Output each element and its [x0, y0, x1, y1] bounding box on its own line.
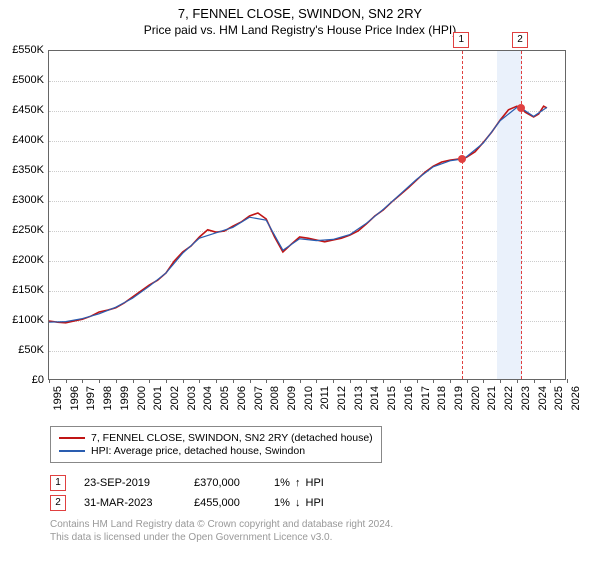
legend: 7, FENNEL CLOSE, SWINDON, SN2 2RY (detac…	[50, 426, 382, 463]
x-tick-label: 2015	[386, 386, 398, 410]
plot-area	[48, 50, 566, 380]
sales-row-price: £370,000	[194, 477, 274, 489]
x-tick-label: 1999	[119, 386, 131, 410]
footnote: Contains HM Land Registry data © Crown c…	[50, 518, 393, 544]
sale-marker-dot	[458, 155, 466, 163]
x-tick-label: 2010	[303, 386, 315, 410]
sale-marker-line	[462, 51, 463, 379]
sales-row-hpi: 1% ↑ HPI	[274, 477, 344, 489]
y-tick-label: £50K	[4, 344, 44, 356]
x-tick-label: 2018	[436, 386, 448, 410]
series-hpi	[49, 107, 547, 322]
y-tick-label: £200K	[4, 254, 44, 266]
legend-swatch	[59, 437, 85, 439]
x-tick-label: 2004	[202, 386, 214, 410]
x-tick-label: 2007	[253, 386, 265, 410]
x-tick-label: 2008	[269, 386, 281, 410]
y-tick-label: £500K	[4, 74, 44, 86]
sale-marker-dot	[517, 104, 525, 112]
y-tick-label: £250K	[4, 224, 44, 236]
sales-row-date: 31-MAR-2023	[84, 497, 194, 509]
y-tick-label: £550K	[4, 44, 44, 56]
x-tick-label: 2023	[520, 386, 532, 410]
x-tick-label: 2011	[319, 386, 331, 410]
x-tick-label: 2013	[353, 386, 365, 410]
x-tick-label: 2022	[503, 386, 515, 410]
legend-label: HPI: Average price, detached house, Swin…	[91, 445, 305, 457]
sales-table: 1 23-SEP-2019£370,0001% ↑ HPI 2 31-MAR-2023…	[50, 472, 344, 514]
y-tick-label: £300K	[4, 194, 44, 206]
x-tick-label: 1998	[102, 386, 114, 410]
footnote-line2: This data is licensed under the Open Gov…	[50, 532, 332, 543]
x-tick-label: 2005	[219, 386, 231, 410]
y-tick-label: £0	[4, 374, 44, 386]
chart-series	[49, 51, 567, 381]
sales-row-marker: 1	[50, 475, 66, 491]
series-property	[49, 106, 547, 323]
chart-subtitle: Price paid vs. HM Land Registry's House …	[0, 23, 600, 37]
sale-marker-box: 1	[453, 32, 469, 48]
sales-row-date: 23-SEP-2019	[84, 477, 194, 489]
x-tick-label: 2009	[286, 386, 298, 410]
x-tick-label: 2019	[453, 386, 465, 410]
legend-label: 7, FENNEL CLOSE, SWINDON, SN2 2RY (detac…	[91, 432, 373, 444]
x-tick-label: 2006	[236, 386, 248, 410]
x-tick-label: 2012	[336, 386, 348, 410]
x-tick-label: 2024	[537, 386, 549, 410]
x-tick-label: 2017	[420, 386, 432, 410]
x-tick-label: 2026	[570, 386, 582, 410]
x-tick-label: 2020	[470, 386, 482, 410]
sale-marker-line	[521, 51, 522, 379]
x-tick-label: 1995	[52, 386, 64, 410]
x-tick-label: 2016	[403, 386, 415, 410]
x-tick-label: 2001	[152, 386, 164, 410]
x-tick-label: 2002	[169, 386, 181, 410]
legend-item: 7, FENNEL CLOSE, SWINDON, SN2 2RY (detac…	[59, 432, 373, 444]
sale-marker-box: 2	[512, 32, 528, 48]
legend-swatch	[59, 450, 85, 452]
x-tick-label: 2025	[553, 386, 565, 410]
legend-item: HPI: Average price, detached house, Swin…	[59, 445, 373, 457]
chart-title: 7, FENNEL CLOSE, SWINDON, SN2 2RY	[0, 6, 600, 21]
footnote-line1: Contains HM Land Registry data © Crown c…	[50, 519, 393, 530]
sales-row: 2 31-MAR-2023£455,0001% ↓ HPI	[50, 494, 344, 512]
x-tick-label: 1996	[69, 386, 81, 410]
y-tick-label: £100K	[4, 314, 44, 326]
y-tick-label: £150K	[4, 284, 44, 296]
x-tick-label: 2000	[136, 386, 148, 410]
sales-row-price: £455,000	[194, 497, 274, 509]
x-tick-label: 1997	[85, 386, 97, 410]
y-tick-label: £400K	[4, 134, 44, 146]
sales-row-marker: 2	[50, 495, 66, 511]
y-tick-label: £450K	[4, 104, 44, 116]
x-tick-label: 2014	[369, 386, 381, 410]
y-tick-label: £350K	[4, 164, 44, 176]
x-tick-label: 2003	[186, 386, 198, 410]
sales-row: 1 23-SEP-2019£370,0001% ↑ HPI	[50, 474, 344, 492]
sales-row-hpi: 1% ↓ HPI	[274, 497, 344, 509]
x-tick-label: 2021	[486, 386, 498, 410]
